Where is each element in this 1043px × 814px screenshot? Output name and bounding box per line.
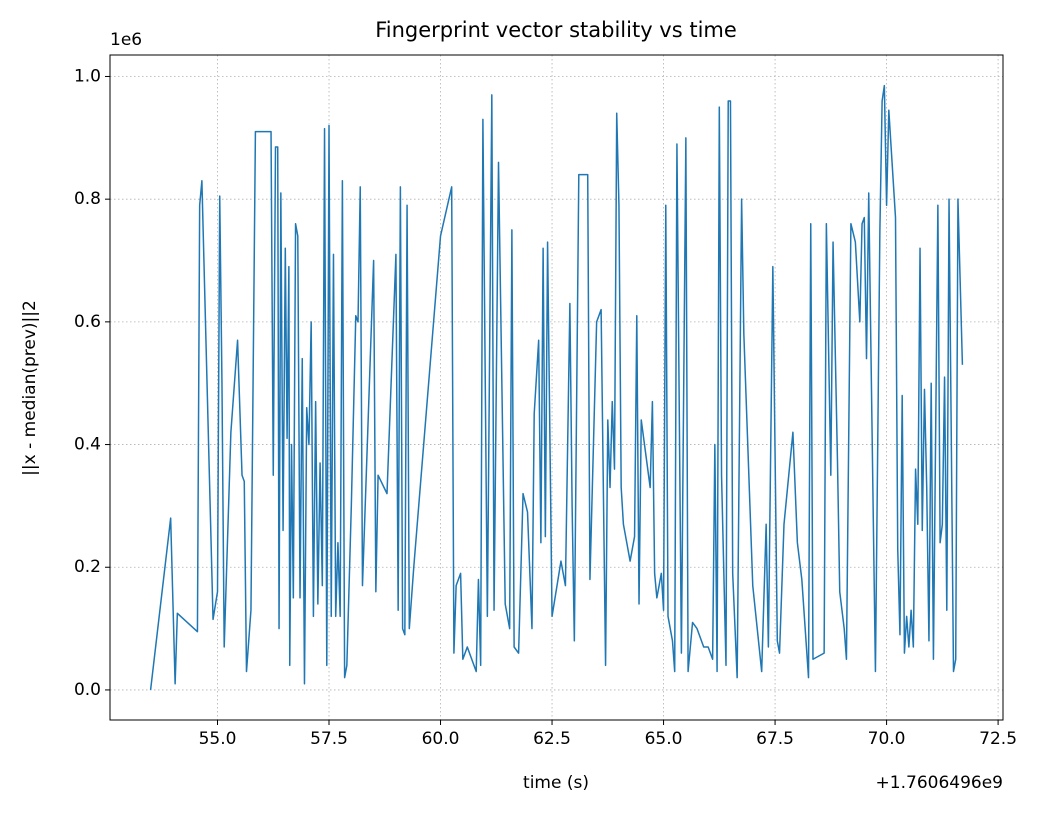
y-offset: 1e6 <box>110 30 142 50</box>
y-tick-label: 0.0 <box>74 680 101 700</box>
x-tick-label: 55.0 <box>199 729 237 749</box>
x-tick-label: 70.0 <box>868 729 906 749</box>
plot-frame <box>109 54 1004 721</box>
data-line <box>149 84 964 691</box>
y-tick-label: 0.8 <box>74 189 101 209</box>
x-tick-label: 60.0 <box>422 729 460 749</box>
x-offset: +1.7606496e9 <box>876 773 1003 793</box>
x-tick-label: 72.5 <box>979 729 1017 749</box>
x-axis-label: time (s) <box>523 773 589 793</box>
y-tick-label: 1.0 <box>74 66 101 86</box>
x-tick-label: 67.5 <box>756 729 794 749</box>
y-tick-label: 0.6 <box>74 312 101 332</box>
y-tick-label: 0.2 <box>74 557 101 577</box>
y-tick-label: 0.4 <box>74 435 101 455</box>
x-tick-label: 65.0 <box>645 729 683 749</box>
x-tick-label: 62.5 <box>533 729 571 749</box>
x-tick-label: 57.5 <box>310 729 348 749</box>
chart-title: Fingerprint vector stability vs time <box>375 18 737 42</box>
y-axis-label: ||x - median(prev)||2 <box>20 300 40 476</box>
